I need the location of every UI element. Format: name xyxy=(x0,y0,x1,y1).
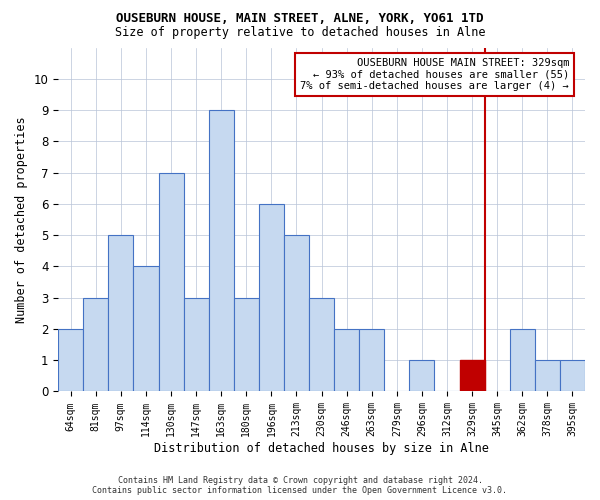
Bar xyxy=(284,235,309,392)
Text: OUSEBURN HOUSE MAIN STREET: 329sqm
← 93% of detached houses are smaller (55)
7% : OUSEBURN HOUSE MAIN STREET: 329sqm ← 93%… xyxy=(301,58,569,91)
Text: OUSEBURN HOUSE, MAIN STREET, ALNE, YORK, YO61 1TD: OUSEBURN HOUSE, MAIN STREET, ALNE, YORK,… xyxy=(116,12,484,26)
Text: Contains HM Land Registry data © Crown copyright and database right 2024.
Contai: Contains HM Land Registry data © Crown c… xyxy=(92,476,508,495)
Text: Size of property relative to detached houses in Alne: Size of property relative to detached ho… xyxy=(115,26,485,39)
Bar xyxy=(209,110,234,392)
X-axis label: Distribution of detached houses by size in Alne: Distribution of detached houses by size … xyxy=(154,442,489,455)
Bar xyxy=(58,329,83,392)
Bar xyxy=(83,298,109,392)
Bar xyxy=(510,329,535,392)
Y-axis label: Number of detached properties: Number of detached properties xyxy=(15,116,28,323)
Bar xyxy=(535,360,560,392)
Bar xyxy=(184,298,209,392)
Bar xyxy=(460,360,485,392)
Bar xyxy=(109,235,133,392)
Bar xyxy=(359,329,384,392)
Bar xyxy=(234,298,259,392)
Bar xyxy=(309,298,334,392)
Bar xyxy=(133,266,158,392)
Bar xyxy=(158,172,184,392)
Bar xyxy=(409,360,434,392)
Bar xyxy=(334,329,359,392)
Bar xyxy=(560,360,585,392)
Bar xyxy=(259,204,284,392)
